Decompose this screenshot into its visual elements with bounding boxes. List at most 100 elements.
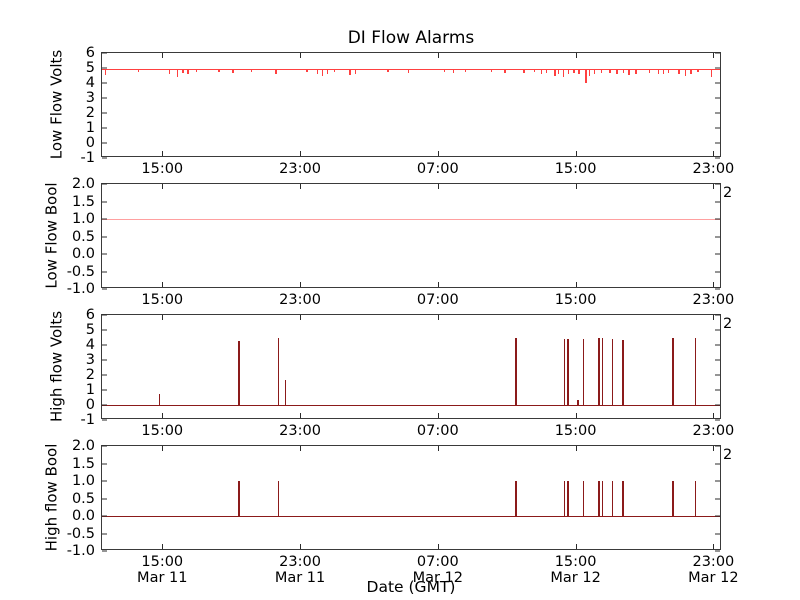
series-noise-dropout: [321, 69, 324, 76]
ytick-mark: [715, 127, 720, 129]
series-noise-dropout: [662, 69, 665, 75]
series-noise-dropout: [540, 69, 542, 74]
series-spike: [563, 339, 566, 405]
series-spike: [694, 338, 696, 405]
series-noise-dropout: [354, 69, 356, 74]
xtick-label: 15:00: [555, 161, 597, 177]
figure-title: DI Flow Alarms: [347, 28, 475, 48]
xtick-mark: [575, 446, 577, 451]
ytick-mark: [102, 389, 107, 391]
ytick-label: 6: [85, 306, 95, 323]
xtick-label: 23:00 Mar 11: [275, 554, 325, 586]
ytick-label: 0.5: [71, 490, 95, 507]
series-noise-dropout: [306, 69, 308, 73]
series-noise-dropout: [523, 69, 525, 74]
series-noise-dropout: [275, 69, 277, 75]
xtick-label: 23:00: [692, 292, 734, 308]
ytick-mark: [102, 67, 107, 69]
ytick-mark: [715, 218, 720, 220]
ytick-mark: [715, 404, 720, 406]
ytick-mark: [715, 271, 720, 272]
ytick-mark: [102, 480, 107, 482]
series-spike: [563, 481, 566, 516]
series-noise-dropout: [407, 69, 410, 73]
xtick-time: 23:00: [279, 292, 321, 308]
xtick-time: 23:00: [692, 292, 735, 308]
xtick-label: 15:00: [141, 423, 183, 439]
series-noise-dropout: [196, 69, 198, 73]
ytick-label: 0.5: [71, 228, 95, 245]
xtick-time: 23:00: [692, 161, 735, 177]
xtick-mark: [300, 413, 302, 418]
series-spike: [622, 481, 624, 516]
ytick-label: 0.0: [71, 507, 95, 524]
xtick-mark: [713, 315, 715, 320]
series-baseline: [102, 219, 720, 220]
ytick-mark: [102, 288, 107, 290]
ytick-mark: [102, 52, 107, 54]
ytick-mark: [715, 498, 720, 499]
ytick-mark: [715, 236, 720, 237]
ytick-mark: [102, 112, 107, 114]
xtick-mark: [437, 544, 439, 549]
series-spike: [515, 337, 517, 405]
xtick-time: 23:00: [692, 423, 735, 439]
ytick-mark: [102, 271, 107, 272]
ytick-label: 0.0: [71, 245, 95, 262]
xtick-label: 15:00: [555, 423, 597, 439]
ytick-mark: [102, 236, 107, 237]
xtick-mark: [575, 282, 577, 287]
xtick-mark: [575, 53, 577, 58]
series-noise-dropout: [635, 69, 637, 74]
ytick-mark: [102, 97, 107, 99]
ytick-mark: [102, 359, 107, 361]
ytick-label: 0: [85, 396, 95, 413]
xtick-mark: [437, 413, 439, 418]
xtick-mark: [575, 544, 577, 549]
subplot-high-flow-volts: -1 0 1 2 3 4 5 6 2 15:00 23:00 07:00 15:00 23:00: [81, 308, 735, 439]
xtick-time: 23:00: [279, 161, 321, 177]
ytick-label: 2.0: [71, 175, 95, 192]
series-spike: [567, 481, 569, 516]
xtick-mark: [575, 184, 577, 189]
ytick-mark: [715, 480, 720, 482]
xtick-date: Mar 12: [688, 570, 739, 587]
subplot-low-flow-volts: -1 0 1 2 3 4 5 6 15:00 23:00 07:00 15:00 23:00: [81, 46, 735, 177]
right-axis-clipped-label: 2: [723, 446, 733, 463]
ytick-mark: [715, 550, 720, 552]
ytick-mark: [102, 550, 107, 552]
ytick-label: 1.5: [71, 455, 95, 472]
series-spike: [694, 481, 696, 516]
series-noise-dropout: [545, 69, 547, 73]
series-noise-dropout: [578, 69, 580, 74]
ytick-mark: [715, 329, 720, 331]
ytick-label: 2: [85, 104, 95, 121]
series-spike: [238, 341, 240, 405]
xtick-mark: [162, 53, 164, 58]
series-noise-dropout: [588, 69, 591, 76]
series-noise-dropout: [316, 69, 318, 74]
series-spike: [598, 337, 600, 405]
xtick-time: 15:00: [554, 554, 597, 570]
ylabel-high-flow-bool: High flow Bool: [42, 443, 61, 552]
ytick-mark: [715, 52, 720, 54]
plot-area-high-flow-bool: [102, 446, 720, 549]
series-noise-dropout: [593, 69, 596, 74]
series-noise-dropout: [504, 69, 506, 73]
series-spike: [582, 481, 585, 516]
series-noise-dropout: [137, 69, 139, 73]
xtick-time: 15:00: [554, 292, 597, 308]
ytick-mark: [102, 142, 107, 144]
series-noise-dropout: [573, 69, 575, 73]
xtick-mark: [300, 446, 302, 451]
xtick-label: 07:00: [417, 161, 459, 177]
series-baseline: [102, 405, 720, 406]
xtick-mark: [713, 446, 715, 451]
xtick-label: 23:00: [692, 423, 734, 439]
xtick-mark: [162, 282, 164, 287]
ytick-mark: [715, 344, 720, 346]
xtick-mark: [300, 184, 302, 189]
ytick-mark: [715, 142, 720, 144]
xlabel-date-gmt: Date (GMT): [366, 578, 456, 596]
